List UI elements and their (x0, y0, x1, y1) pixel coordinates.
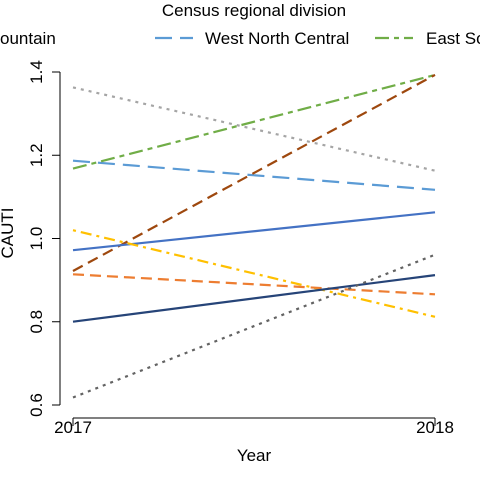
legend-title: Census regional division (162, 1, 346, 20)
y-tick-label-4: 1.4 (27, 60, 46, 84)
series-line-6 (72, 229, 436, 318)
series-line-1 (72, 159, 436, 191)
series-line-2 (72, 86, 436, 172)
x-tick-label-0: 2017 (54, 418, 92, 437)
x-axis-title: Year (237, 446, 272, 465)
plot-area (72, 73, 436, 399)
legend: Census regional division ountain West Nor… (0, 1, 480, 48)
series-line-5 (72, 211, 436, 252)
x-tick-label-1: 2018 (416, 418, 454, 437)
y-axis-title: CAUTI (0, 208, 17, 259)
series-line-9 (72, 253, 436, 399)
legend-label-2: West North Central (205, 29, 349, 48)
y-tick-label-1: 0.8 (27, 310, 46, 334)
y-tick-label-2: 1.0 (27, 227, 46, 251)
series-line-3 (72, 73, 436, 170)
legend-label-3: East So (426, 29, 480, 48)
axes: 0.6 0.8 1.0 1.2 1.4 2017 2018 (27, 60, 454, 437)
series-line-8 (72, 274, 436, 323)
series-line-7 (72, 273, 436, 296)
legend-label-1: ountain (0, 29, 56, 48)
y-tick-label-3: 1.2 (27, 143, 46, 167)
y-tick-label-0: 0.6 (27, 393, 46, 417)
series-line-4 (72, 73, 436, 272)
